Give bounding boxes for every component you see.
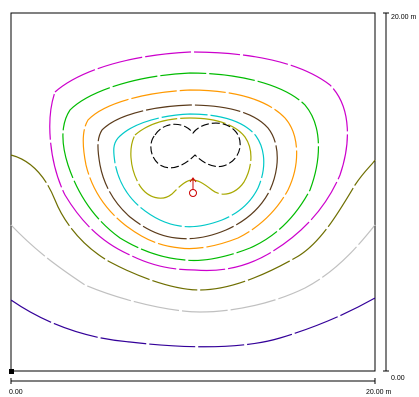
isoline-level-3 xyxy=(113,113,265,228)
x-start-label: 0.00 xyxy=(9,389,23,396)
isoline-level-10 xyxy=(10,297,376,348)
y-bottom-label: 0.00 xyxy=(391,375,405,382)
isoline-level-1 xyxy=(150,122,241,169)
isoline-level-6 xyxy=(62,72,319,262)
isoline-level-7 xyxy=(49,51,348,272)
luminaire-symbol-icon[interactable] xyxy=(189,177,197,197)
isoline-level-8 xyxy=(10,154,376,291)
origin-marker xyxy=(9,369,14,374)
y-top-label: 20.00 m xyxy=(391,14,416,21)
isoline-level-9 xyxy=(10,224,376,313)
x-end-label: 20.00 m xyxy=(366,389,391,396)
isoline-level-4 xyxy=(97,104,278,240)
plot-frame xyxy=(10,12,376,372)
isoline-level-5 xyxy=(82,89,298,250)
isoline-level-2 xyxy=(130,117,252,199)
